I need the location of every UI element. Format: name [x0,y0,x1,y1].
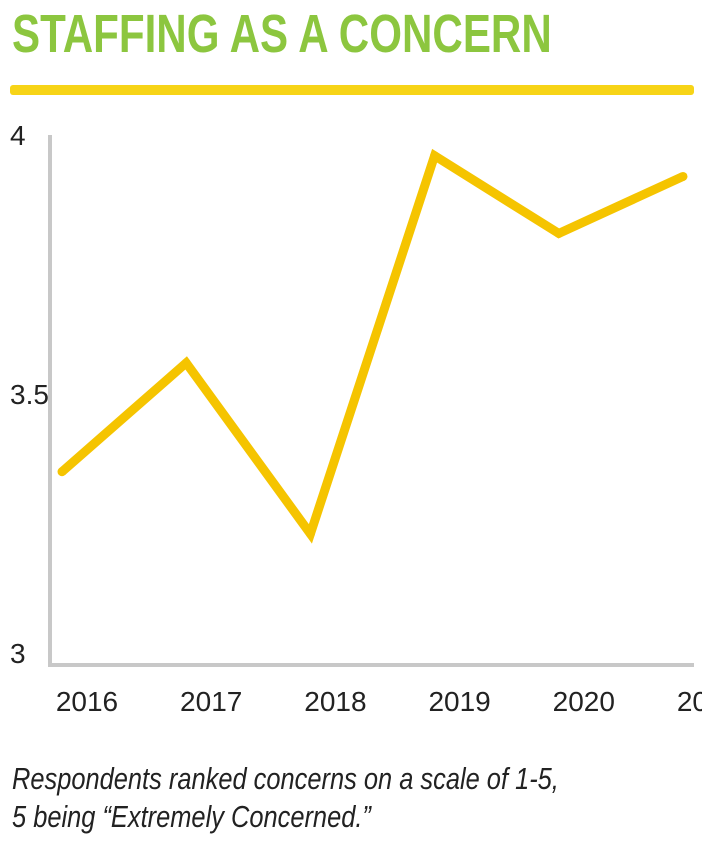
line-chart: 3 3.5 4 2016 2017 2018 2019 2020 2021 [10,120,702,717]
x-tick-label: 2019 [428,686,490,717]
x-tick-label: 2021 [677,686,702,717]
series-line [59,148,685,544]
data-point [181,358,191,368]
y-tick-label: 3 [10,638,26,669]
caption-line-2: 5 being “Extremely Concerned.” [12,799,371,834]
x-tick-label: 2018 [304,686,366,717]
y-tick-label: 4 [10,120,26,151]
data-point [305,529,315,539]
x-tick-label: 2020 [553,686,615,717]
y-tick-label: 3.5 [10,379,49,410]
chart-title: STAFFING AS A CONCERN [12,4,552,64]
title-divider [10,85,694,95]
data-point [554,228,564,238]
chart-caption: Respondents ranked concerns on a scale o… [12,760,559,836]
x-tick-label: 2017 [180,686,242,717]
data-point [678,171,688,181]
x-tick-label: 2016 [56,686,118,717]
data-point [430,151,440,161]
caption-line-1: Respondents ranked concerns on a scale o… [12,761,559,796]
data-point [57,467,67,477]
